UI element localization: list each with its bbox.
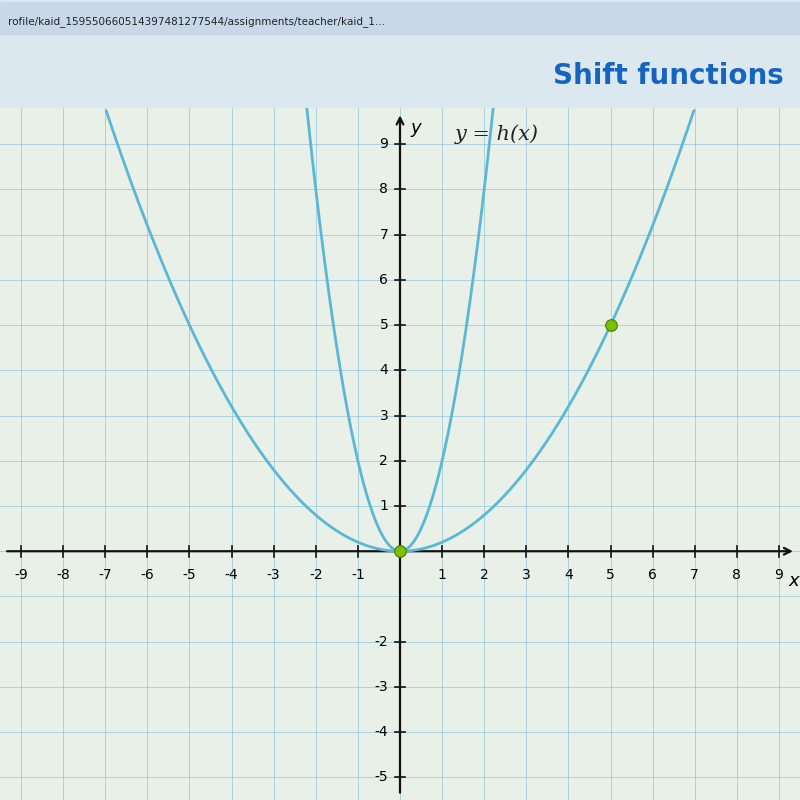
Text: 9: 9 (774, 569, 783, 582)
Text: 5: 5 (379, 318, 388, 332)
Text: 1: 1 (438, 569, 446, 582)
Text: 7: 7 (379, 228, 388, 242)
Text: -3: -3 (374, 680, 388, 694)
Text: -7: -7 (98, 569, 112, 582)
Text: 8: 8 (379, 182, 388, 197)
Text: 3: 3 (522, 569, 530, 582)
Text: y: y (410, 119, 421, 138)
Text: 2: 2 (379, 454, 388, 468)
Text: 3: 3 (379, 409, 388, 422)
Text: -9: -9 (14, 569, 28, 582)
Text: 4: 4 (379, 363, 388, 378)
Point (604, 318, 617, 331)
Text: -1: -1 (351, 569, 365, 582)
Text: 4: 4 (564, 569, 573, 582)
Text: -4: -4 (225, 569, 238, 582)
Point (394, 545, 406, 558)
Text: Shift functions: Shift functions (554, 62, 784, 90)
Text: -3: -3 (267, 569, 281, 582)
Text: 8: 8 (733, 569, 742, 582)
Text: -2: -2 (374, 634, 388, 649)
Text: y = h(x): y = h(x) (454, 124, 538, 144)
Text: -5: -5 (374, 770, 388, 784)
Text: 5: 5 (606, 569, 615, 582)
Text: -2: -2 (309, 569, 322, 582)
Text: 6: 6 (648, 569, 657, 582)
Text: -5: -5 (182, 569, 196, 582)
Text: 1: 1 (379, 499, 388, 513)
Text: x: x (788, 571, 799, 590)
Text: rofile/kaid_159550660514397481277544/assignments/teacher/kaid_1...: rofile/kaid_159550660514397481277544/ass… (8, 16, 385, 27)
Text: -4: -4 (374, 725, 388, 739)
Text: 9: 9 (379, 137, 388, 151)
Text: 2: 2 (480, 569, 489, 582)
Text: 7: 7 (690, 569, 699, 582)
Text: 6: 6 (379, 273, 388, 287)
Text: -8: -8 (56, 569, 70, 582)
Text: -6: -6 (141, 569, 154, 582)
